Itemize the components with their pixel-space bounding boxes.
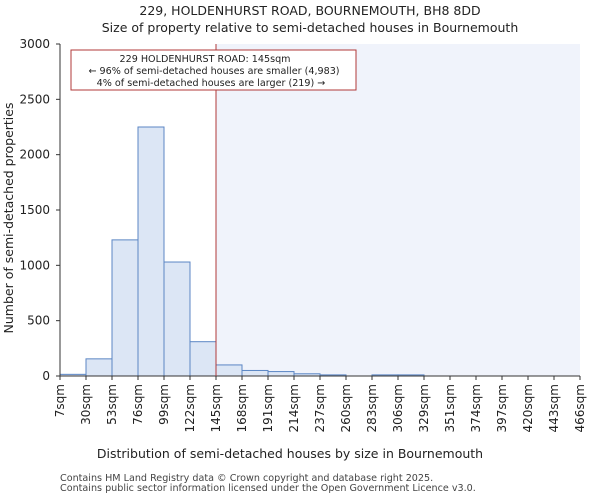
annotation-box bbox=[70, 49, 357, 91]
x-tick-label: 443sqm bbox=[547, 384, 561, 432]
bar-99sqm bbox=[163, 261, 191, 377]
bar-145sqm bbox=[215, 364, 243, 377]
x-tick-label: 99sqm bbox=[157, 384, 171, 425]
x-tick-label: 53sqm bbox=[105, 384, 119, 425]
bar-53sqm bbox=[111, 239, 139, 377]
x-tick-label: 30sqm bbox=[79, 384, 93, 425]
bar-30sqm bbox=[85, 358, 113, 377]
y-tick-label: 2000 bbox=[19, 148, 50, 162]
x-axis-label: Distribution of semi-detached houses by … bbox=[97, 446, 483, 461]
x-tick-label: 191sqm bbox=[261, 384, 275, 432]
x-tick-label: 260sqm bbox=[339, 384, 353, 432]
footer-line-2: Contains public sector information licen… bbox=[60, 483, 476, 494]
x-tick-label: 397sqm bbox=[495, 384, 509, 432]
x-tick-label: 237sqm bbox=[313, 384, 327, 432]
x-tick-label: 306sqm bbox=[391, 384, 405, 432]
highlight-region bbox=[216, 44, 580, 376]
footer-line-1: Contains HM Land Registry data © Crown c… bbox=[60, 473, 434, 484]
annotation-line-2: ← 96% of semi-detached houses are smalle… bbox=[88, 66, 339, 77]
y-tick-label: 2500 bbox=[19, 92, 50, 106]
bar-122sqm bbox=[189, 341, 217, 377]
x-tick-label: 466sqm bbox=[573, 384, 587, 432]
annotation-line-3: 4% of semi-detached houses are larger (2… bbox=[97, 78, 326, 89]
chart-subtitle: Size of property relative to semi-detach… bbox=[102, 20, 519, 35]
x-tick-label: 76sqm bbox=[131, 384, 145, 425]
bar-191sqm bbox=[267, 371, 295, 377]
x-tick-label: 168sqm bbox=[235, 384, 249, 432]
y-tick-label: 3000 bbox=[19, 37, 50, 51]
x-tick-label: 214sqm bbox=[287, 384, 301, 432]
chart-title: 229, HOLDENHURST ROAD, BOURNEMOUTH, BH8 … bbox=[139, 3, 480, 18]
x-tick-label: 351sqm bbox=[443, 384, 457, 432]
y-axis-label: Number of semi-detached properties bbox=[1, 103, 16, 334]
x-tick-label: 7sqm bbox=[53, 384, 67, 417]
y-tick-label: 1500 bbox=[19, 203, 50, 217]
x-tick-label: 420sqm bbox=[521, 384, 535, 432]
annotation-line-1: 229 HOLDENHURST ROAD: 145sqm bbox=[119, 54, 290, 65]
x-tick-label: 283sqm bbox=[365, 384, 379, 432]
x-tick-label: 145sqm bbox=[209, 384, 223, 432]
x-tick-label: 374sqm bbox=[469, 384, 483, 432]
y-tick-label: 500 bbox=[27, 314, 50, 328]
bar-76sqm bbox=[137, 126, 165, 377]
x-tick-label: 122sqm bbox=[183, 384, 197, 432]
y-tick-label: 0 bbox=[42, 369, 50, 383]
x-tick-label: 329sqm bbox=[417, 384, 431, 432]
y-tick-label: 1000 bbox=[19, 258, 50, 272]
bar-168sqm bbox=[241, 369, 269, 377]
